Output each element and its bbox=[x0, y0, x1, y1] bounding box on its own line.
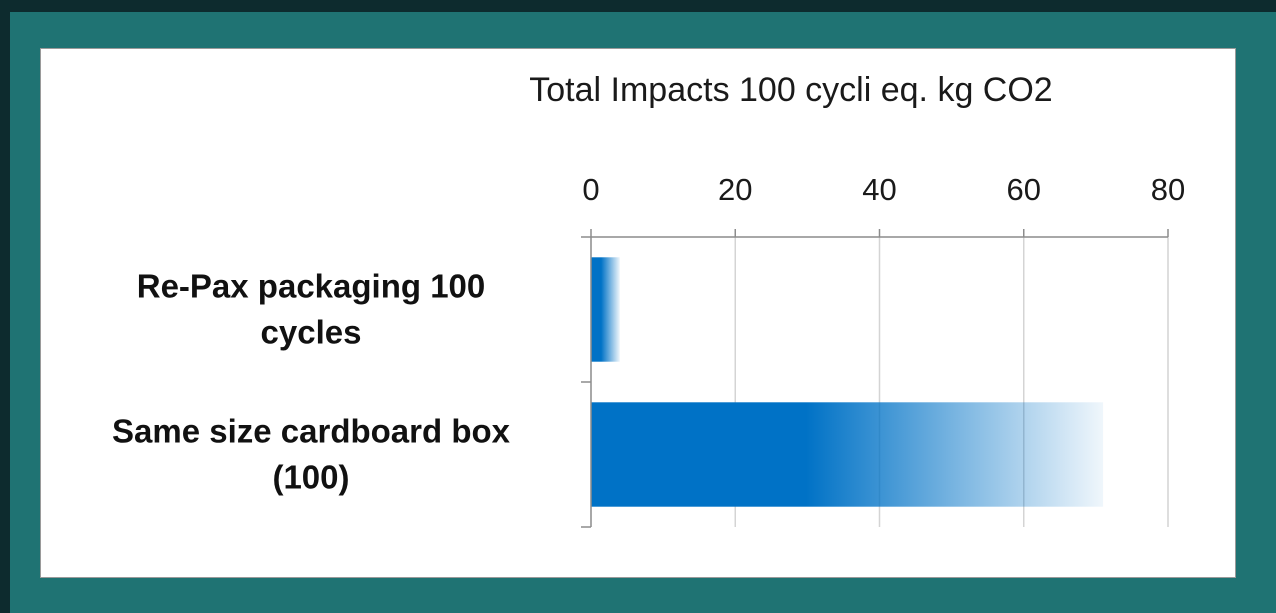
category-labels: Re-Pax packaging 100 cycles Same size card… bbox=[112, 268, 511, 496]
category-label-line: cycles bbox=[261, 314, 362, 351]
category-label: Same size cardboard box (100) bbox=[112, 413, 511, 496]
chart-title: Total Impacts 100 cycli eq. kg CO2 bbox=[529, 71, 1052, 109]
impact-bar-chart: Total Impacts 100 cycli eq. kg CO2 0 20 40… bbox=[112, 71, 1185, 528]
chart-panel: Total Impacts 100 cycli eq. kg CO2 0 20 40… bbox=[40, 48, 1236, 578]
x-tick-label: 40 bbox=[862, 172, 896, 207]
category-label: Re-Pax packaging 100 cycles bbox=[137, 268, 486, 351]
bar bbox=[591, 402, 1104, 507]
category-label-line: Re-Pax packaging 100 bbox=[137, 268, 486, 305]
axis: 0 20 40 60 80 bbox=[581, 172, 1185, 528]
x-tick-label: 60 bbox=[1007, 172, 1041, 207]
x-tick-label: 20 bbox=[718, 172, 752, 207]
category-label-line: Same size cardboard box bbox=[112, 413, 511, 450]
category-label-line: (100) bbox=[272, 459, 349, 496]
bar bbox=[591, 257, 620, 362]
bars bbox=[591, 257, 1104, 507]
x-tick-label: 80 bbox=[1151, 172, 1185, 207]
x-tick-label: 0 bbox=[582, 172, 599, 207]
